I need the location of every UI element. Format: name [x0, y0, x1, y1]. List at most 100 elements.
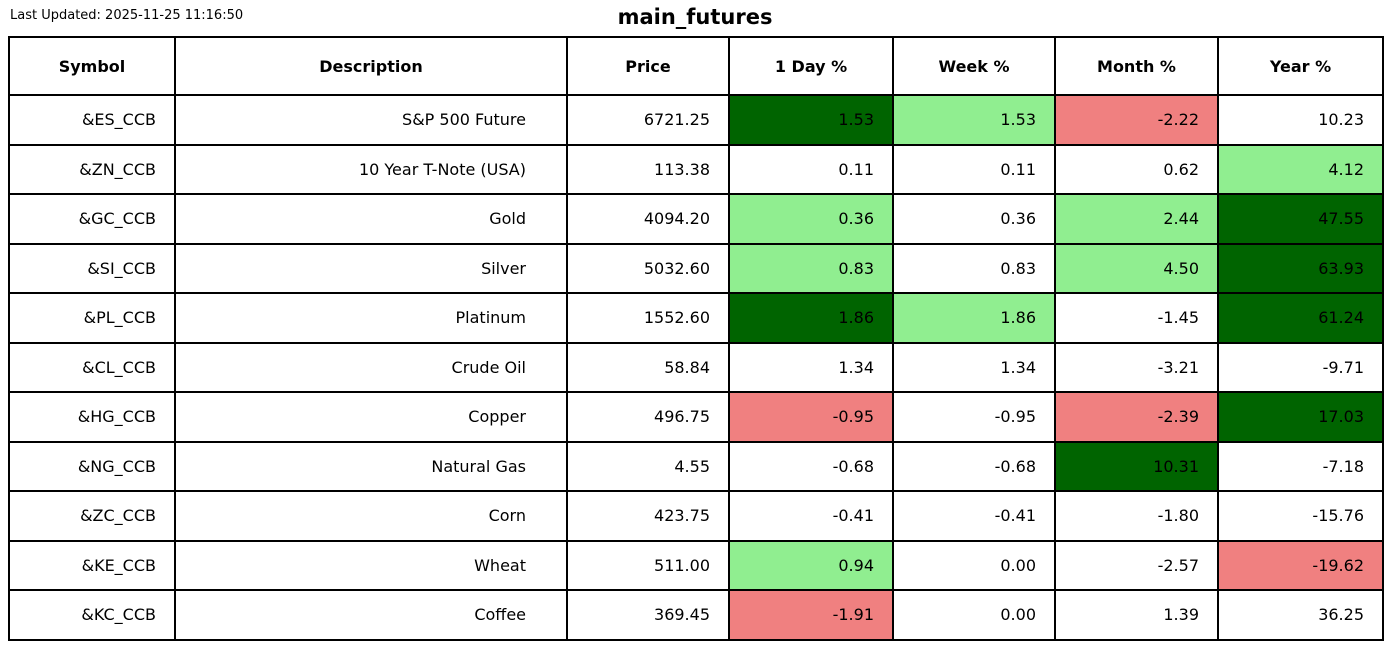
futures-table-body: &ES_CCB S&P 500 Future 6721.25 1.53 1.53 -2.2…: [8, 94, 1384, 641]
pct-cell: -0.95: [892, 391, 1056, 443]
table-row: &PL_CCB Platinum 1552.60 1.86 1.86 -1.45 61.24: [8, 292, 1384, 344]
pct-cell: 10.23: [1217, 94, 1384, 146]
price-cell: 369.45: [566, 589, 730, 641]
price-cell: 4094.20: [566, 193, 730, 245]
column-header: Month %: [1054, 36, 1219, 96]
pct-cell: 1.86: [892, 292, 1056, 344]
description-cell: Crude Oil: [174, 341, 568, 393]
pct-cell: 2.44: [1054, 193, 1219, 245]
price-cell: 4.55: [566, 440, 730, 492]
price-cell: 113.38: [566, 143, 730, 195]
pct-cell: 1.34: [892, 341, 1056, 393]
description-cell: Copper: [174, 391, 568, 443]
pct-cell: -1.45: [1054, 292, 1219, 344]
pct-cell: 1.53: [728, 94, 894, 146]
pct-cell: 63.93: [1217, 242, 1384, 294]
pct-cell: 36.25: [1217, 589, 1384, 641]
pct-cell: -2.57: [1054, 539, 1219, 591]
description-cell: Silver: [174, 242, 568, 294]
symbol-cell: &GC_CCB: [8, 193, 176, 245]
table-row: &KE_CCB Wheat 511.00 0.94 0.00 -2.57 -19.62: [8, 539, 1384, 591]
pct-cell: 0.11: [892, 143, 1056, 195]
table-row: &HG_CCB Copper 496.75 -0.95 -0.95 -2.39 17.03: [8, 391, 1384, 443]
symbol-cell: &CL_CCB: [8, 341, 176, 393]
pct-cell: -1.91: [728, 589, 894, 641]
symbol-cell: &ZN_CCB: [8, 143, 176, 195]
last-updated-label: Last Updated: 2025-11-25 11:16:50: [10, 8, 244, 23]
price-cell: 58.84: [566, 341, 730, 393]
table-row: &CL_CCB Crude Oil 58.84 1.34 1.34 -3.21 -9.71: [8, 341, 1384, 393]
description-cell: Coffee: [174, 589, 568, 641]
pct-cell: 0.00: [892, 539, 1056, 591]
pct-cell: -0.41: [892, 490, 1056, 542]
column-header: 1 Day %: [728, 36, 894, 96]
pct-cell: 1.39: [1054, 589, 1219, 641]
description-cell: Gold: [174, 193, 568, 245]
header-row: Symbol Description Price 1 Day % Week % Month…: [8, 36, 1384, 96]
price-cell: 511.00: [566, 539, 730, 591]
symbol-cell: &KC_CCB: [8, 589, 176, 641]
pct-cell: 4.12: [1217, 143, 1384, 195]
pct-cell: -0.41: [728, 490, 894, 542]
pct-cell: 0.83: [728, 242, 894, 294]
pct-cell: -7.18: [1217, 440, 1384, 492]
pct-cell: 10.31: [1054, 440, 1219, 492]
symbol-cell: &KE_CCB: [8, 539, 176, 591]
topbar: Last Updated: 2025-11-25 11:16:50 main_f…: [0, 0, 1390, 34]
column-header: Week %: [892, 36, 1056, 96]
pct-cell: -3.21: [1054, 341, 1219, 393]
pct-cell: 17.03: [1217, 391, 1384, 443]
pct-cell: -0.68: [892, 440, 1056, 492]
description-cell: Corn: [174, 490, 568, 542]
pct-cell: 47.55: [1217, 193, 1384, 245]
pct-cell: 4.50: [1054, 242, 1219, 294]
table-row: &ES_CCB S&P 500 Future 6721.25 1.53 1.53 -2.2…: [8, 94, 1384, 146]
pct-cell: 1.34: [728, 341, 894, 393]
description-cell: Platinum: [174, 292, 568, 344]
symbol-cell: &ZC_CCB: [8, 490, 176, 542]
pct-cell: -1.80: [1054, 490, 1219, 542]
symbol-cell: &NG_CCB: [8, 440, 176, 492]
description-cell: 10 Year T-Note (USA): [174, 143, 568, 195]
symbol-cell: &ES_CCB: [8, 94, 176, 146]
column-header: Symbol: [8, 36, 176, 96]
futures-table: Symbol Description Price 1 Day % Week % Month…: [8, 36, 1384, 641]
pct-cell: -15.76: [1217, 490, 1384, 542]
description-cell: S&P 500 Future: [174, 94, 568, 146]
pct-cell: -2.39: [1054, 391, 1219, 443]
symbol-cell: &PL_CCB: [8, 292, 176, 344]
column-header: Description: [174, 36, 568, 96]
price-cell: 5032.60: [566, 242, 730, 294]
pct-cell: 0.62: [1054, 143, 1219, 195]
page-title: main_futures: [617, 5, 773, 29]
pct-cell: 1.86: [728, 292, 894, 344]
description-cell: Wheat: [174, 539, 568, 591]
table-row: &ZC_CCB Corn 423.75 -0.41 -0.41 -1.80 -15.76: [8, 490, 1384, 542]
pct-cell: -9.71: [1217, 341, 1384, 393]
futures-table-container: Symbol Description Price 1 Day % Week % Month…: [8, 36, 1384, 641]
price-cell: 1552.60: [566, 292, 730, 344]
table-row: &GC_CCB Gold 4094.20 0.36 0.36 2.44 47.55: [8, 193, 1384, 245]
pct-cell: 0.36: [892, 193, 1056, 245]
price-cell: 6721.25: [566, 94, 730, 146]
pct-cell: 1.53: [892, 94, 1056, 146]
column-header: Price: [566, 36, 730, 96]
pct-cell: -19.62: [1217, 539, 1384, 591]
pct-cell: 0.83: [892, 242, 1056, 294]
pct-cell: -0.95: [728, 391, 894, 443]
price-cell: 496.75: [566, 391, 730, 443]
pct-cell: 0.36: [728, 193, 894, 245]
pct-cell: -2.22: [1054, 94, 1219, 146]
symbol-cell: &HG_CCB: [8, 391, 176, 443]
table-row: &ZN_CCB 10 Year T-Note (USA) 113.38 0.11 0.1…: [8, 143, 1384, 195]
description-cell: Natural Gas: [174, 440, 568, 492]
table-row: &SI_CCB Silver 5032.60 0.83 0.83 4.50 63.93: [8, 242, 1384, 294]
price-cell: 423.75: [566, 490, 730, 542]
table-row: &KC_CCB Coffee 369.45 -1.91 0.00 1.39 36.25: [8, 589, 1384, 641]
pct-cell: -0.68: [728, 440, 894, 492]
symbol-cell: &SI_CCB: [8, 242, 176, 294]
pct-cell: 61.24: [1217, 292, 1384, 344]
column-header: Year %: [1217, 36, 1384, 96]
table-row: &NG_CCB Natural Gas 4.55 -0.68 -0.68 10.31 -7.…: [8, 440, 1384, 492]
